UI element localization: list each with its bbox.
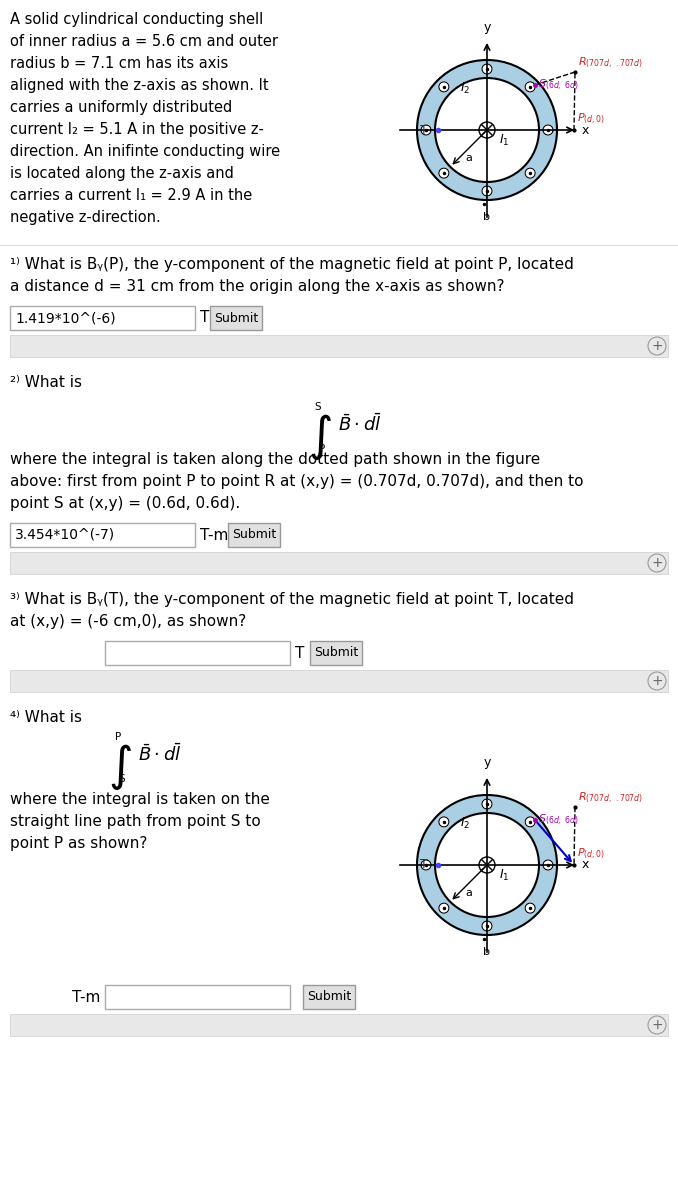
Text: $P_{(d,0)}$: $P_{(d,0)}$: [577, 112, 605, 126]
Circle shape: [525, 817, 535, 827]
Circle shape: [439, 82, 449, 92]
Text: current I₂ = 5.1 A in the positive z-: current I₂ = 5.1 A in the positive z-: [10, 122, 264, 137]
Text: carries a current I₁ = 2.9 A in the: carries a current I₁ = 2.9 A in the: [10, 188, 252, 203]
Circle shape: [482, 186, 492, 196]
Text: ¹⁾ What is Bᵧ(P), the y-component of the magnetic field at point P, located: ¹⁾ What is Bᵧ(P), the y-component of the…: [10, 257, 574, 272]
Text: $I_2$: $I_2$: [460, 80, 470, 96]
Text: x: x: [582, 124, 589, 137]
FancyBboxPatch shape: [105, 641, 290, 665]
Text: point S at (x,y) = (0.6d, 0.6d).: point S at (x,y) = (0.6d, 0.6d).: [10, 496, 240, 511]
Circle shape: [421, 125, 431, 134]
Text: $I_1$: $I_1$: [499, 868, 509, 882]
Text: where the integral is taken along the dotted path shown in the figure: where the integral is taken along the do…: [10, 452, 540, 467]
Circle shape: [543, 125, 553, 134]
Circle shape: [525, 904, 535, 913]
Text: ²⁾ What is: ²⁾ What is: [10, 374, 82, 390]
Text: x: x: [582, 858, 589, 871]
Text: T: T: [420, 124, 428, 137]
FancyBboxPatch shape: [310, 641, 362, 665]
FancyBboxPatch shape: [10, 306, 195, 330]
Circle shape: [525, 82, 535, 92]
Circle shape: [482, 922, 492, 931]
Circle shape: [417, 60, 557, 200]
Text: a distance d = 31 cm from the origin along the x-axis as shown?: a distance d = 31 cm from the origin alo…: [10, 278, 504, 294]
Text: T: T: [200, 311, 210, 325]
Text: Submit: Submit: [232, 528, 276, 541]
Text: y: y: [483, 20, 491, 34]
Text: P: P: [319, 444, 325, 454]
Text: aligned with the z-axis as shown. It: aligned with the z-axis as shown. It: [10, 78, 268, 92]
Text: P: P: [115, 732, 121, 742]
Circle shape: [482, 799, 492, 809]
Text: $\bar{B}\cdot d\bar{l}$: $\bar{B}\cdot d\bar{l}$: [338, 413, 382, 434]
FancyBboxPatch shape: [210, 306, 262, 330]
Text: ⁴⁾ What is: ⁴⁾ What is: [10, 710, 82, 725]
Text: $\int$: $\int$: [108, 742, 132, 792]
Circle shape: [479, 857, 495, 874]
Circle shape: [421, 860, 431, 870]
Text: b: b: [483, 212, 490, 222]
Text: a: a: [466, 888, 473, 898]
Text: $S_{(6d,\ 6d)}$: $S_{(6d,\ 6d)}$: [538, 812, 579, 827]
Text: Submit: Submit: [214, 312, 258, 324]
FancyBboxPatch shape: [10, 670, 668, 692]
Circle shape: [482, 64, 492, 74]
Circle shape: [439, 817, 449, 827]
Text: T: T: [420, 858, 428, 871]
Circle shape: [543, 860, 553, 870]
Text: $I_2$: $I_2$: [460, 816, 470, 830]
Circle shape: [479, 122, 495, 138]
Text: T-m: T-m: [72, 990, 100, 1004]
Text: T: T: [295, 646, 304, 660]
FancyBboxPatch shape: [10, 335, 668, 358]
Text: 3.454*10^(-7): 3.454*10^(-7): [15, 528, 115, 542]
FancyBboxPatch shape: [228, 523, 280, 547]
Text: Submit: Submit: [314, 647, 358, 660]
Text: +: +: [651, 1018, 663, 1032]
Text: +: +: [651, 674, 663, 688]
Text: point P as shown?: point P as shown?: [10, 836, 147, 851]
Text: A solid cylindrical conducting shell: A solid cylindrical conducting shell: [10, 12, 263, 26]
Circle shape: [439, 168, 449, 178]
Text: is located along the z-axis and: is located along the z-axis and: [10, 166, 234, 181]
Text: negative z-direction.: negative z-direction.: [10, 210, 161, 226]
Text: +: +: [651, 556, 663, 570]
Text: $S_{(6d,\ 6d)}$: $S_{(6d,\ 6d)}$: [538, 78, 579, 92]
Text: at (x,y) = (-6 cm,0), as shown?: at (x,y) = (-6 cm,0), as shown?: [10, 614, 246, 629]
Text: S: S: [119, 774, 125, 784]
Text: where the integral is taken on the: where the integral is taken on the: [10, 792, 270, 806]
Text: 1.419*10^(-6): 1.419*10^(-6): [15, 311, 116, 325]
Circle shape: [435, 814, 539, 917]
FancyBboxPatch shape: [10, 1014, 668, 1036]
Text: $\int$: $\int$: [308, 412, 332, 462]
Text: above: first from point P to point R at (x,y) = (0.707d, 0.707d), and then to: above: first from point P to point R at …: [10, 474, 584, 490]
Text: $\bar{B}\cdot d\bar{l}$: $\bar{B}\cdot d\bar{l}$: [138, 743, 182, 764]
Text: $R_{(707d,\ .707d)}$: $R_{(707d,\ .707d)}$: [578, 55, 643, 70]
Circle shape: [439, 904, 449, 913]
FancyBboxPatch shape: [10, 552, 668, 574]
FancyBboxPatch shape: [303, 985, 355, 1009]
FancyBboxPatch shape: [10, 523, 195, 547]
Text: ³⁾ What is Bᵧ(T), the y-component of the magnetic field at point T, located: ³⁾ What is Bᵧ(T), the y-component of the…: [10, 592, 574, 607]
Text: direction. An inifinte conducting wire: direction. An inifinte conducting wire: [10, 144, 280, 158]
Text: y: y: [483, 756, 491, 769]
Text: Submit: Submit: [307, 990, 351, 1003]
Circle shape: [525, 168, 535, 178]
Text: +: +: [651, 338, 663, 353]
Circle shape: [417, 794, 557, 935]
Text: $P_{(d,0)}$: $P_{(d,0)}$: [577, 847, 605, 862]
Text: $R_{(707d,\ .707d)}$: $R_{(707d,\ .707d)}$: [578, 791, 643, 805]
Text: carries a uniformly distributed: carries a uniformly distributed: [10, 100, 233, 115]
FancyBboxPatch shape: [105, 985, 290, 1009]
Text: radius b = 7.1 cm has its axis: radius b = 7.1 cm has its axis: [10, 56, 228, 71]
Text: T-m: T-m: [200, 528, 228, 542]
Text: of inner radius a = 5.6 cm and outer: of inner radius a = 5.6 cm and outer: [10, 34, 278, 49]
Text: S: S: [315, 402, 321, 412]
Text: straight line path from point S to: straight line path from point S to: [10, 814, 261, 829]
Circle shape: [435, 78, 539, 182]
Text: $I_1$: $I_1$: [499, 132, 509, 148]
Text: a: a: [466, 152, 473, 163]
Text: b: b: [483, 947, 490, 958]
